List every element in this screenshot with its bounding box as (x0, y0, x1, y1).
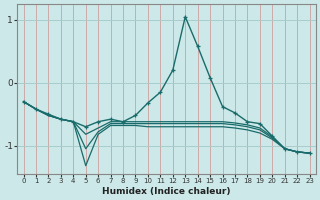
X-axis label: Humidex (Indice chaleur): Humidex (Indice chaleur) (102, 187, 231, 196)
